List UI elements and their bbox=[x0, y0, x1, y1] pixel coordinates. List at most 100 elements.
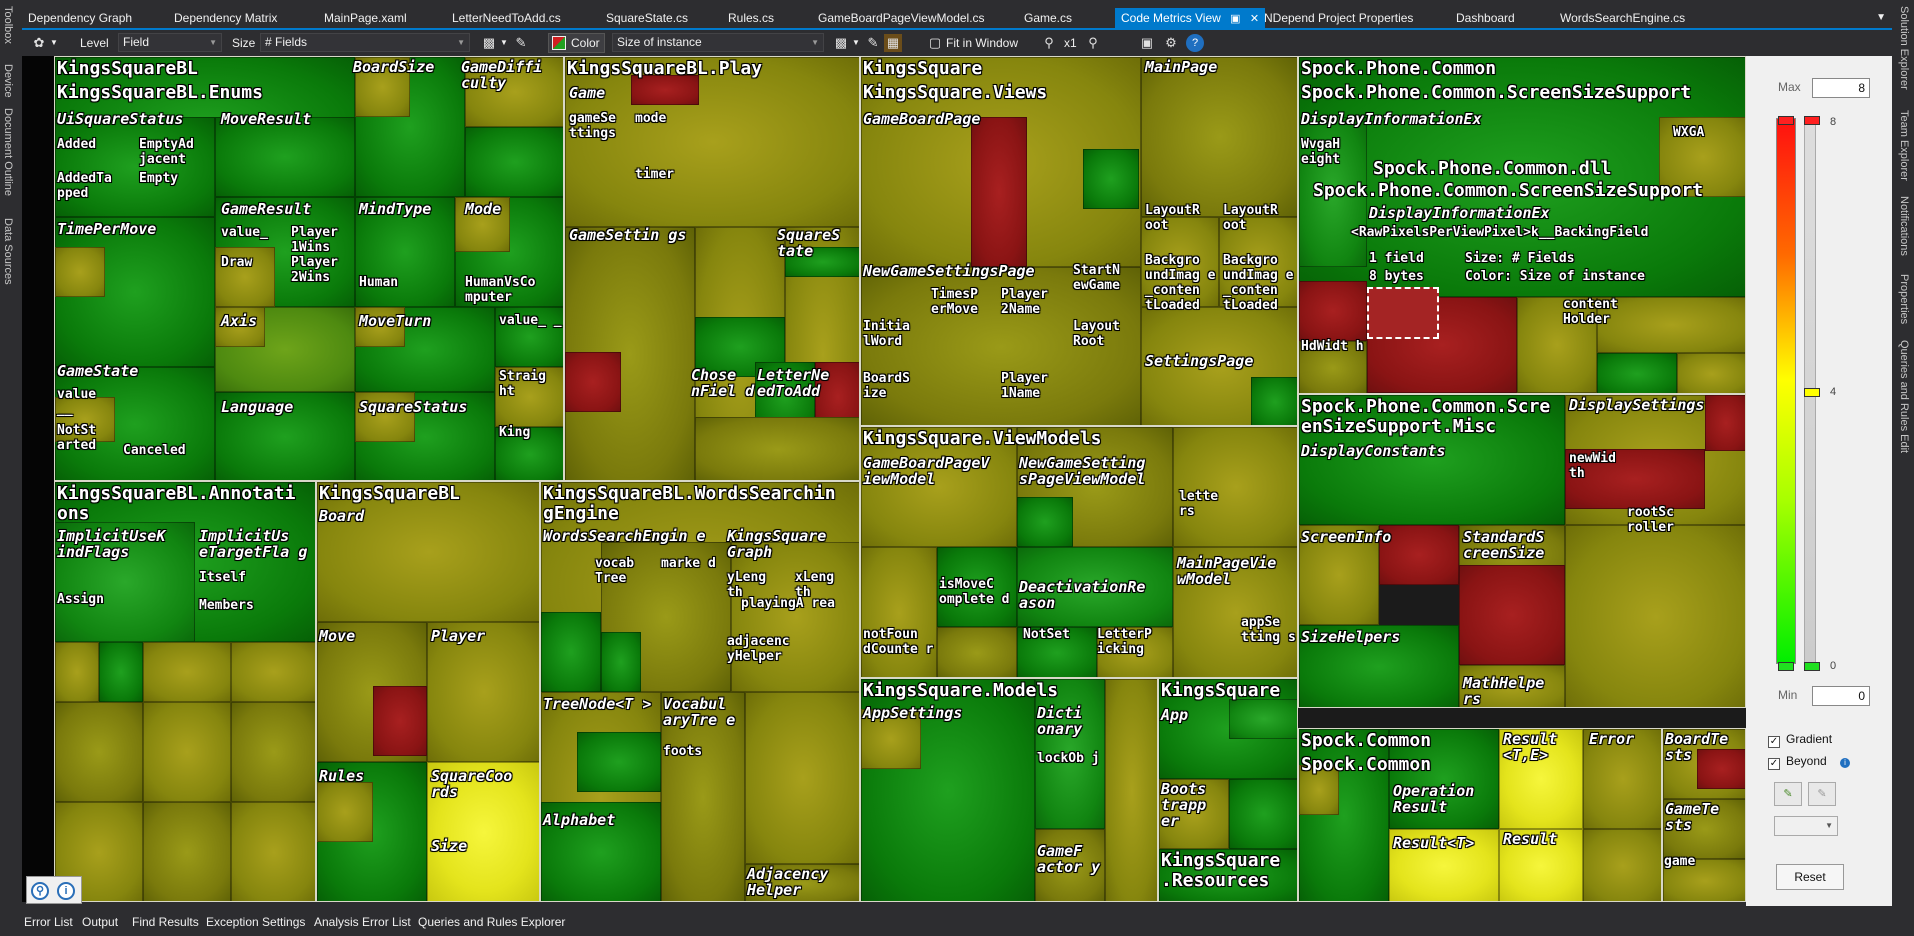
treemap-cell[interactable] bbox=[1159, 779, 1229, 849]
zone-kingssquarebl-annotations[interactable]: KingsSquareBL.Annotati ons ImplicitUseK … bbox=[54, 481, 316, 902]
treemap-cell[interactable] bbox=[1517, 297, 1597, 393]
treemap-cell[interactable] bbox=[731, 542, 859, 692]
treemap-cell[interactable] bbox=[1459, 565, 1565, 665]
tab-letterneedtoadd[interactable]: LetterNeedToAdd.cs bbox=[446, 8, 567, 28]
toolbox-tab[interactable]: Toolbox bbox=[2, 6, 14, 44]
tab-ndepend-project-properties[interactable]: NDepend Project Properties bbox=[1258, 8, 1419, 28]
treemap-cell[interactable] bbox=[355, 392, 415, 442]
treemap-cell[interactable] bbox=[465, 57, 563, 127]
treemap-cell[interactable] bbox=[937, 627, 1017, 677]
treemap-cell[interactable] bbox=[427, 622, 539, 762]
tab-mainpage-xaml[interactable]: MainPage.xaml bbox=[318, 8, 413, 28]
treemap-cell[interactable] bbox=[1229, 779, 1297, 849]
treemap-cell[interactable] bbox=[1299, 525, 1379, 625]
treemap-cell[interactable] bbox=[55, 522, 195, 642]
tab-find-results[interactable]: Find Results bbox=[132, 915, 199, 929]
treemap-cell[interactable] bbox=[99, 642, 143, 702]
treemap-cell[interactable] bbox=[1083, 149, 1139, 209]
treemap-cell[interactable] bbox=[231, 802, 315, 901]
treemap-cell[interactable] bbox=[355, 197, 455, 307]
treemap-cell[interactable] bbox=[1663, 859, 1745, 901]
remove-color-icon[interactable]: ✎ bbox=[1808, 782, 1836, 806]
tab-wordssearchengine[interactable]: WordsSearchEngine.cs bbox=[1554, 8, 1691, 28]
zone-kingssquare-viewmodels[interactable]: KingsSquare.ViewModels GameBoardPageV ie… bbox=[860, 426, 1298, 678]
queries-rules-edit-tab[interactable]: Queries and Rules Edit bbox=[1898, 340, 1910, 454]
info-icon[interactable]: i bbox=[1840, 758, 1851, 768]
search-icon[interactable]: ⚲ bbox=[31, 882, 49, 900]
treemap-cell[interactable] bbox=[861, 547, 937, 677]
zoom-out-icon[interactable]: ⚲ bbox=[1088, 35, 1098, 50]
treemap-cell[interactable] bbox=[55, 397, 115, 442]
tab-dependency-matrix[interactable]: Dependency Matrix bbox=[168, 8, 283, 28]
treemap-cell[interactable] bbox=[1299, 117, 1367, 267]
tab-rules[interactable]: Rules.cs bbox=[722, 8, 780, 28]
treemap-cell[interactable] bbox=[661, 692, 745, 901]
treemap-cell[interactable] bbox=[1105, 679, 1157, 901]
treemap-cell[interactable] bbox=[215, 307, 265, 347]
gear-icon[interactable]: ⚙ bbox=[1165, 35, 1177, 50]
treemap-cell[interactable] bbox=[355, 307, 405, 347]
treemap-cell[interactable] bbox=[541, 612, 601, 692]
treemap-cell[interactable] bbox=[1379, 525, 1459, 585]
bottom-threshold-marker[interactable] bbox=[1804, 662, 1820, 671]
device-tab[interactable]: Device bbox=[2, 64, 14, 98]
treemap-cell[interactable] bbox=[1299, 395, 1565, 525]
treemap-cell[interactable] bbox=[317, 482, 539, 622]
treemap-cell[interactable] bbox=[1229, 699, 1297, 739]
treemap-cell[interactable] bbox=[55, 642, 99, 702]
tab-queries-rules-explorer[interactable]: Queries and Rules Explorer bbox=[418, 915, 566, 929]
treemap-cell[interactable] bbox=[1565, 449, 1705, 509]
treemap-cell[interactable] bbox=[215, 392, 355, 480]
mid-threshold-marker[interactable] bbox=[1804, 388, 1820, 397]
treemap-cell[interactable] bbox=[1583, 729, 1661, 829]
treemap-cell[interactable] bbox=[495, 367, 563, 427]
beyond-checkbox[interactable]: ✓ Beyond i bbox=[1768, 754, 1851, 770]
code-metrics-treemap[interactable]: KingsSquareBL KingsSquareBL.Enums BoardS… bbox=[54, 56, 1746, 902]
treemap-cell[interactable] bbox=[785, 247, 859, 277]
bar-chart-icon[interactable]: ▩ bbox=[834, 35, 848, 50]
palette-select[interactable]: ▼ bbox=[1774, 816, 1838, 836]
treemap-cell[interactable] bbox=[1141, 57, 1297, 217]
treemap-cell[interactable] bbox=[1299, 341, 1367, 393]
treemap-cell[interactable] bbox=[373, 686, 427, 756]
treemap-cell[interactable] bbox=[937, 547, 1017, 627]
treemap-cell[interactable] bbox=[1141, 217, 1219, 307]
zone-spock-common[interactable]: Spock.Common Spock.Common Result <T,E> E… bbox=[1298, 728, 1662, 902]
treemap-cell[interactable] bbox=[143, 702, 231, 802]
team-explorer-tab[interactable]: Team Explorer bbox=[1898, 110, 1910, 181]
treemap-cell[interactable] bbox=[1017, 627, 1097, 677]
treemap-cell[interactable] bbox=[215, 247, 275, 307]
properties-tab[interactable]: Properties bbox=[1898, 274, 1910, 325]
treemap-cell[interactable] bbox=[1565, 525, 1745, 707]
gradient-checkbox[interactable]: ✓ Gradient bbox=[1768, 732, 1832, 748]
tab-gameboardpageviewmodel[interactable]: GameBoardPageViewModel.cs bbox=[812, 8, 991, 28]
treemap-cell[interactable] bbox=[1677, 353, 1745, 393]
treemap-cell[interactable] bbox=[317, 782, 373, 842]
zone-spock-phone-common[interactable]: Spock.Phone.Common Spock.Phone.Common.Sc… bbox=[1298, 56, 1746, 394]
treemap-cell[interactable] bbox=[1173, 427, 1297, 547]
treemap-cell[interactable] bbox=[745, 864, 859, 901]
treemap-cell[interactable] bbox=[1017, 547, 1173, 627]
treemap-cell[interactable] bbox=[601, 632, 641, 692]
tab-error-list[interactable]: Error List bbox=[24, 915, 73, 929]
treemap-cell[interactable] bbox=[1697, 749, 1745, 789]
treemap-cell[interactable] bbox=[1159, 849, 1297, 901]
zone-kingssquarebl-play[interactable]: KingsSquareBL.Play Game gameSe ttings mo… bbox=[564, 56, 860, 481]
treemap-cell[interactable] bbox=[565, 352, 621, 412]
treemap-cell[interactable] bbox=[215, 117, 355, 197]
treemap-cell[interactable] bbox=[1597, 353, 1677, 393]
zone-tests[interactable]: BoardTe sts GameTe sts game bbox=[1662, 728, 1746, 902]
zoom-in-icon[interactable]: ⚲ bbox=[1044, 35, 1054, 50]
treemap-cell[interactable] bbox=[231, 642, 315, 702]
treemap-cell[interactable] bbox=[143, 802, 231, 901]
fit-window-icon[interactable]: ▢ bbox=[928, 35, 942, 50]
treemap-cell[interactable] bbox=[1299, 281, 1367, 341]
treemap-cell[interactable] bbox=[55, 247, 105, 297]
treemap-cell[interactable] bbox=[861, 267, 1141, 425]
zone-kingssquare-app[interactable]: KingsSquare App Boots trapp er KingsSqua… bbox=[1158, 678, 1298, 902]
solution-explorer-tab[interactable]: Solution Explorer bbox=[1898, 6, 1910, 90]
color-toggle-button[interactable]: Color bbox=[548, 33, 605, 53]
treemap-cell[interactable] bbox=[495, 427, 563, 480]
zone-kingssquarebl-enums[interactable]: KingsSquareBL KingsSquareBL.Enums BoardS… bbox=[54, 56, 564, 481]
query-icon[interactable]: ✎ bbox=[867, 35, 879, 50]
